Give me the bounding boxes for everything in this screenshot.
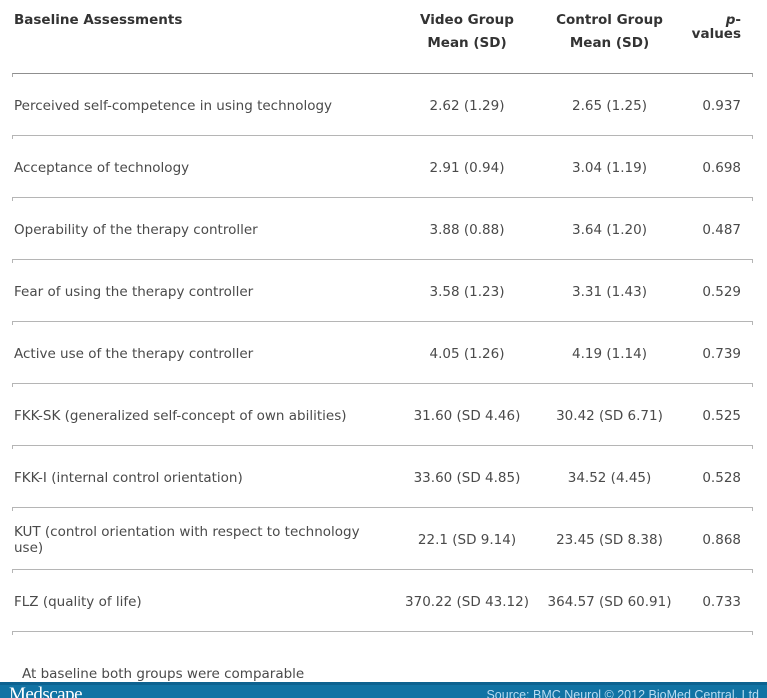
- row-divider: [12, 135, 753, 139]
- control-group-value-cell: 23.45 (SD 8.38): [556, 532, 663, 548]
- video-group-value-cell: 3.58 (1.23): [429, 284, 505, 300]
- p-value-cell: 0.739: [702, 346, 741, 362]
- table-row: FLZ (quality of life) 370.22 (SD 43.12) …: [12, 573, 753, 631]
- p-value-cell: 0.487: [702, 222, 741, 238]
- assessment-label-cell: Active use of the therapy controller: [14, 346, 254, 362]
- video-group-value-cell: 31.60 (SD 4.46): [413, 408, 521, 424]
- video-group-value-cell: 370.22 (SD 43.12): [405, 594, 529, 610]
- control-group-value-cell: 3.04 (1.19): [572, 160, 647, 176]
- control-group-value-cell: 364.57 (SD 60.91): [547, 594, 672, 610]
- control-group-value-cell: 2.65 (1.25): [572, 98, 647, 114]
- control-group-value-cell: 34.52 (4.45): [567, 470, 652, 486]
- row-divider: [12, 383, 753, 387]
- table-row: FKK-SK (generalized self-concept of own …: [12, 387, 753, 445]
- table-row: Perceived self-competence in using techn…: [12, 77, 753, 135]
- p-value-cell: 0.868: [702, 532, 741, 548]
- assessment-label-cell: FKK-I (internal control orientation): [14, 470, 243, 486]
- p-values-rest-part: -values: [691, 12, 741, 43]
- control-group-mean-sd-label: Mean (SD): [569, 35, 650, 52]
- table-row: Fear of using the therapy controller 3.5…: [12, 263, 753, 321]
- table-row: KUT (control orientation with respect to…: [12, 511, 753, 569]
- assessment-label-cell: Fear of using the therapy controller: [14, 284, 254, 300]
- medscape-logo: Medscape: [9, 684, 83, 698]
- p-value-cell: 0.525: [702, 408, 741, 424]
- p-value-cell: 0.698: [702, 160, 741, 176]
- control-group-value-cell: 3.64 (1.20): [572, 222, 647, 238]
- video-group-value-cell: 4.05 (1.26): [429, 346, 505, 362]
- table-footnote: At baseline both groups were comparable: [22, 666, 305, 682]
- p-value-cell: 0.528: [702, 470, 741, 486]
- column-header-video-group: Video Group Mean (SD): [392, 13, 542, 50]
- p-value-cell: 0.733: [702, 594, 741, 610]
- video-group-value-cell: 22.1 (SD 9.14): [417, 532, 517, 548]
- table-body: Perceived self-competence in using techn…: [12, 77, 753, 635]
- column-header-baseline-assessments: Baseline Assessments: [14, 12, 183, 28]
- baseline-assessments-table: Baseline Assessments Video Group Mean (S…: [12, 0, 753, 635]
- source-attribution: Source: BMC Neurol © 2012 BioMed Central…: [486, 687, 759, 698]
- column-header-p-values: p-values: [677, 13, 753, 41]
- p-value-cell: 0.529: [702, 284, 741, 300]
- table-row: Acceptance of technology 2.91 (0.94) 3.0…: [12, 139, 753, 197]
- row-divider: [12, 259, 753, 263]
- assessment-label-cell: KUT (control orientation with respect to…: [14, 524, 360, 556]
- table-row: FKK-I (internal control orientation) 33.…: [12, 449, 753, 507]
- assessment-label-cell: Perceived self-competence in using techn…: [14, 98, 333, 114]
- p-values-italic-part: p: [725, 12, 736, 28]
- row-divider: [12, 197, 753, 201]
- control-group-label: Control Group: [556, 12, 663, 28]
- assessment-label-cell: Acceptance of technology: [14, 160, 190, 176]
- video-group-value-cell: 33.60 (SD 4.85): [413, 470, 521, 486]
- video-group-value-cell: 2.91 (0.94): [429, 160, 505, 176]
- footnote-area: At baseline both groups were comparable: [0, 635, 767, 682]
- control-group-value-cell: 4.19 (1.14): [572, 346, 647, 362]
- column-header-control-group: Control Group Mean (SD): [542, 13, 677, 50]
- row-divider: [12, 631, 753, 635]
- row-divider: [12, 507, 753, 511]
- header-divider: [12, 73, 753, 77]
- control-group-value-cell: 3.31 (1.43): [572, 284, 647, 300]
- medscape-footer-bar: Medscape Source: BMC Neurol © 2012 BioMe…: [0, 682, 767, 698]
- video-group-mean-sd-label: Mean (SD): [427, 35, 507, 52]
- table-row: Operability of the therapy controller 3.…: [12, 201, 753, 259]
- video-group-value-cell: 2.62 (1.29): [429, 98, 505, 114]
- assessment-label-cell: Operability of the therapy controller: [14, 222, 258, 238]
- control-group-value-cell: 30.42 (SD 6.71): [556, 408, 663, 424]
- assessment-label-cell: FLZ (quality of life): [14, 594, 142, 610]
- video-group-label: Video Group: [420, 12, 514, 28]
- p-value-cell: 0.937: [702, 98, 741, 114]
- row-divider: [12, 321, 753, 325]
- table-row: Active use of the therapy controller 4.0…: [12, 325, 753, 383]
- table-header-row: Baseline Assessments Video Group Mean (S…: [12, 0, 753, 73]
- video-group-value-cell: 3.88 (0.88): [429, 222, 505, 238]
- row-divider: [12, 569, 753, 573]
- assessment-label-cell: FKK-SK (generalized self-concept of own …: [14, 408, 347, 424]
- row-divider: [12, 445, 753, 449]
